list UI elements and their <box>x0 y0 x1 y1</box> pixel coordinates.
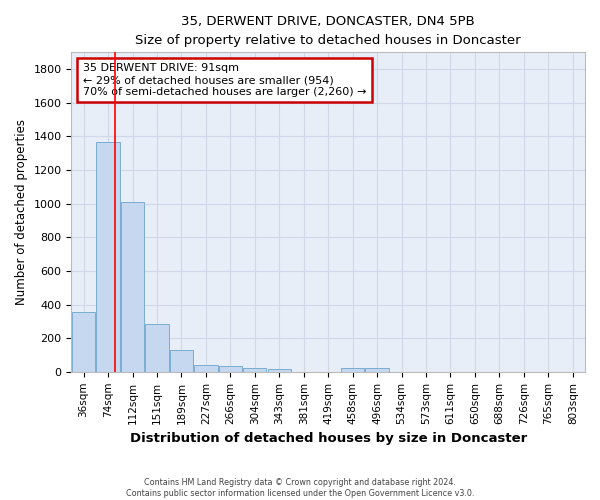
Bar <box>219 366 242 372</box>
X-axis label: Distribution of detached houses by size in Doncaster: Distribution of detached houses by size … <box>130 432 527 445</box>
Bar <box>97 142 120 372</box>
Bar <box>170 350 193 372</box>
Bar <box>268 370 291 372</box>
Bar <box>72 312 95 372</box>
Y-axis label: Number of detached properties: Number of detached properties <box>15 119 28 305</box>
Text: 35 DERWENT DRIVE: 91sqm
← 29% of detached houses are smaller (954)
70% of semi-d: 35 DERWENT DRIVE: 91sqm ← 29% of detache… <box>83 64 366 96</box>
Bar <box>121 202 144 372</box>
Bar <box>365 368 389 372</box>
Bar <box>194 365 218 372</box>
Bar <box>341 368 364 372</box>
Text: Contains HM Land Registry data © Crown copyright and database right 2024.
Contai: Contains HM Land Registry data © Crown c… <box>126 478 474 498</box>
Bar <box>145 324 169 372</box>
Title: 35, DERWENT DRIVE, DONCASTER, DN4 5PB
Size of property relative to detached hous: 35, DERWENT DRIVE, DONCASTER, DN4 5PB Si… <box>136 15 521 47</box>
Bar <box>243 368 266 372</box>
